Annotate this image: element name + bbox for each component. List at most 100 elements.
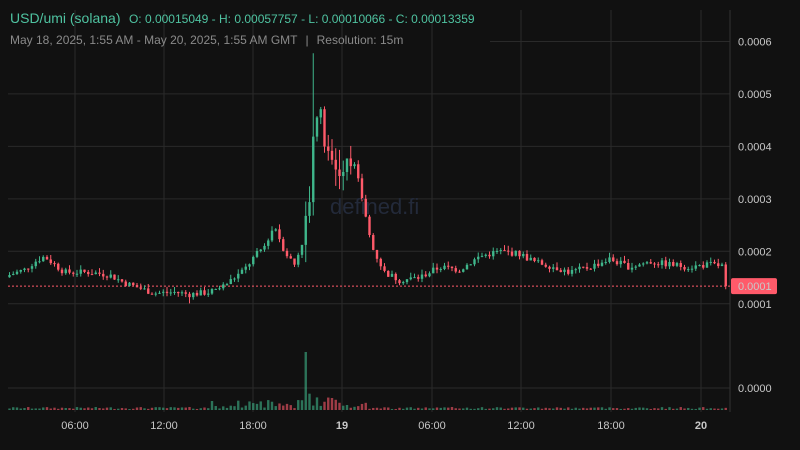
- candle-body: [649, 262, 652, 264]
- candle-body: [503, 250, 506, 252]
- candle-body: [522, 254, 525, 257]
- volume-bar: [285, 403, 289, 410]
- candle-body: [544, 264, 547, 267]
- volume-bar: [289, 405, 292, 410]
- candle-body: [375, 249, 379, 259]
- candle-body: [690, 268, 694, 270]
- candle-body: [45, 256, 49, 260]
- candle-body: [570, 269, 574, 274]
- candle-body: [518, 250, 521, 257]
- candle-body: [128, 282, 131, 286]
- candle-body: [199, 290, 202, 296]
- candle-body: [278, 229, 281, 240]
- chart-header: USD/umi (solana) O: 0.00015049 - H: 0.00…: [10, 10, 475, 28]
- volume-bar: [537, 407, 540, 410]
- volume-bar: [469, 408, 472, 410]
- volume-bar: [394, 408, 397, 410]
- candle-body: [593, 263, 596, 269]
- candle-body: [124, 281, 127, 286]
- candle-body: [462, 269, 465, 272]
- x-tick-label: 06:00: [418, 420, 446, 432]
- volume-bar: [424, 407, 427, 410]
- volume-bar: [113, 408, 116, 410]
- candle-body: [405, 279, 409, 283]
- y-tick-label: 0.0001: [738, 299, 772, 311]
- volume-bar: [364, 402, 367, 410]
- candle-body: [263, 245, 266, 250]
- candle-body: [379, 258, 382, 267]
- volume-bar: [507, 408, 510, 410]
- candle-body: [225, 284, 229, 286]
- volume-bar: [597, 407, 600, 410]
- volume-bar: [248, 401, 251, 410]
- volume-bar: [623, 408, 626, 410]
- volume-bar: [525, 408, 529, 410]
- volume-bar: [323, 401, 326, 410]
- volume-bar: [383, 407, 386, 410]
- volume-bar: [413, 408, 416, 410]
- volume-bar: [450, 407, 454, 410]
- volume-bar: [270, 401, 274, 410]
- candle-body: [597, 263, 600, 266]
- volume-bar: [585, 408, 589, 410]
- candle-body: [672, 262, 675, 266]
- volume-bar: [53, 407, 56, 410]
- candle-body: [87, 271, 90, 275]
- candle-body: [630, 267, 634, 270]
- candle-body: [390, 273, 394, 277]
- volume-bar: [274, 406, 277, 410]
- volume-bar: [439, 407, 442, 410]
- candle-body: [585, 267, 589, 269]
- candle-body: [552, 267, 555, 269]
- candle-body: [600, 262, 604, 266]
- candle-body: [619, 260, 622, 265]
- candle-body: [360, 178, 364, 199]
- volume-bar: [428, 408, 431, 410]
- pair-title: USD/umi (solana): [10, 10, 121, 26]
- volume-bar: [214, 406, 217, 410]
- candle-body: [477, 256, 480, 260]
- candle-body: [132, 282, 135, 286]
- candle-body: [387, 270, 390, 277]
- volume-bar: [23, 408, 26, 410]
- candle-body: [480, 255, 484, 257]
- volume-bar: [308, 393, 311, 410]
- candle-body: [608, 257, 611, 262]
- candle-body: [180, 292, 184, 294]
- candle-body: [342, 171, 345, 177]
- volume-bar: [330, 398, 334, 410]
- volume-bar: [495, 407, 499, 410]
- candle-body: [668, 262, 671, 267]
- volume-bar: [312, 405, 315, 410]
- candle-body: [259, 249, 262, 252]
- volume-bar: [612, 408, 615, 410]
- candle-body: [38, 261, 41, 263]
- volume-bar: [15, 407, 19, 410]
- candle-body: [702, 265, 705, 268]
- candle-body: [282, 239, 285, 251]
- volume-bar: [94, 407, 97, 410]
- candle-body: [574, 269, 577, 271]
- volume-bar: [477, 408, 480, 410]
- candle-body: [694, 265, 697, 269]
- candle-body: [297, 254, 300, 265]
- candle-body: [218, 288, 221, 290]
- candle-body: [72, 272, 75, 274]
- candle-body: [64, 269, 67, 274]
- volume-bar: [567, 407, 570, 410]
- candle-body: [563, 269, 566, 272]
- candle-body: [195, 292, 199, 296]
- candle-body: [424, 274, 427, 277]
- volume-bar: [315, 397, 319, 410]
- volume-bar: [143, 408, 146, 410]
- candle-body: [338, 169, 341, 177]
- y-tick-label: 0.0004: [738, 141, 772, 153]
- candle-body: [169, 292, 172, 294]
- candle-body: [450, 266, 454, 269]
- volume-bar: [60, 407, 64, 410]
- volume-bar: [353, 406, 356, 410]
- candle-body: [162, 291, 165, 293]
- volume-bar: [139, 407, 142, 410]
- candle-body: [488, 254, 491, 257]
